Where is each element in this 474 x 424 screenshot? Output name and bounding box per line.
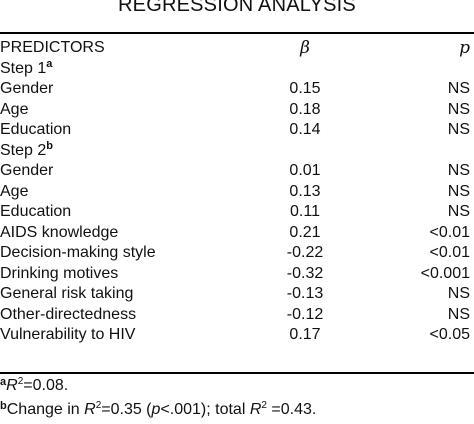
table-row: Decision-making style -0.22 <0.01 — [0, 243, 470, 264]
regression-table: PREDICTORS β p Step 1a Gender 0.15 NS Ag… — [0, 38, 470, 346]
step2-row: Step 2b — [0, 139, 470, 162]
predictor-cell: Age — [0, 100, 29, 118]
p-cell: NS — [447, 285, 470, 303]
predictor-cell: Education — [0, 203, 72, 221]
footnote-a-r: R — [6, 377, 18, 394]
footnote-b-part3: <.001); total — [160, 401, 250, 418]
beta-cell: -0.12 — [286, 305, 324, 323]
predictor-cell: Drinking motives — [0, 264, 119, 282]
step2-footnote-marker: b — [46, 139, 53, 152]
table-row: Education 0.11 NS — [0, 202, 470, 223]
footnote-b-square2: 2 — [261, 400, 267, 411]
p-cell: <0.001 — [420, 264, 470, 282]
footnote-b-marker: b — [0, 400, 7, 412]
p-cell: <0.01 — [429, 223, 470, 241]
beta-cell: 0.15 — [289, 80, 321, 98]
p-cell: NS — [447, 203, 470, 221]
table-row: General risk taking -0.13 NS — [0, 284, 470, 305]
footnote-b-part4: =0.43. — [266, 401, 317, 418]
footnote-b-part1: Change in — [6, 401, 85, 418]
table-row: Other-directedness -0.12 NS — [0, 305, 470, 326]
step1-row: Step 1a — [0, 57, 470, 80]
p-cell: <0.01 — [429, 244, 470, 262]
step1-footnote-marker: a — [46, 57, 53, 70]
step1-label-cell: Step 1a — [0, 57, 470, 80]
footnote-a: aR2=0.08. — [0, 376, 68, 396]
beta-cell: 0.14 — [289, 121, 321, 139]
predictor-cell: Gender — [0, 162, 54, 180]
beta-cell: 0.01 — [289, 162, 321, 180]
beta-cell: 0.18 — [289, 100, 321, 118]
footnote-b-part2: =0.35 ( — [101, 401, 152, 418]
p-cell: NS — [447, 162, 470, 180]
p-cell: NS — [447, 305, 470, 323]
table-row: Age 0.18 NS — [0, 100, 470, 121]
beta-cell: -0.13 — [286, 285, 324, 303]
table-row: Vulnerability to HIV 0.17 <0.05 — [0, 325, 470, 346]
footnote-a-marker: a — [0, 376, 7, 388]
header-p: p — [459, 38, 470, 59]
header-row: PREDICTORS β p — [0, 38, 470, 59]
predictor-cell: Age — [0, 182, 29, 200]
p-cell: NS — [447, 80, 470, 98]
table-row: Gender 0.01 NS — [0, 161, 470, 182]
predictor-cell: Gender — [0, 80, 54, 98]
footnote-a-text: =0.08. — [23, 377, 69, 394]
beta-cell: 0.17 — [289, 326, 321, 344]
table-row: Drinking motives -0.32 <0.001 — [0, 264, 470, 285]
predictor-cell: Other-directedness — [0, 305, 137, 323]
table-row: AIDS knowledge 0.21 <0.01 — [0, 223, 470, 244]
table-row: Gender 0.15 NS — [0, 79, 470, 100]
p-cell: NS — [447, 182, 470, 200]
footnote-b-square: 2 — [95, 400, 102, 411]
footnote-b-r2: R — [249, 401, 262, 418]
table-row: Education 0.14 NS — [0, 120, 470, 141]
footnote-a-square: 2 — [17, 376, 24, 387]
p-cell: <0.05 — [429, 326, 470, 344]
step2-label-cell: Step 2b — [0, 139, 470, 162]
header-beta: β — [300, 38, 310, 59]
header-predictors: PREDICTORS — [0, 39, 105, 57]
footnote-b-r: R — [84, 401, 96, 418]
bottom-rule — [0, 372, 474, 374]
footnote-b-p: p — [151, 401, 161, 418]
predictor-cell: General risk taking — [0, 285, 134, 303]
predictor-cell: Education — [0, 121, 72, 139]
p-cell: NS — [447, 121, 470, 139]
beta-cell: 0.21 — [289, 223, 321, 241]
beta-cell: -0.22 — [286, 244, 324, 262]
predictor-cell: Decision-making style — [0, 244, 156, 262]
beta-cell: -0.32 — [286, 264, 324, 282]
top-rule — [0, 32, 474, 34]
step1-label: Step 1 — [0, 59, 47, 77]
footnote-b: bChange in R2=0.35 (p<.001); total R2 =0… — [0, 400, 316, 420]
table-title: REGRESSION ANALYSIS — [118, 0, 356, 16]
p-cell: NS — [447, 100, 470, 118]
predictor-cell: AIDS knowledge — [0, 223, 119, 241]
beta-cell: 0.11 — [290, 203, 320, 221]
predictor-cell: Vulnerability to HIV — [0, 326, 136, 344]
beta-cell: 0.13 — [289, 182, 321, 200]
table-row: Age 0.13 NS — [0, 182, 470, 203]
step2-label: Step 2 — [0, 141, 47, 159]
